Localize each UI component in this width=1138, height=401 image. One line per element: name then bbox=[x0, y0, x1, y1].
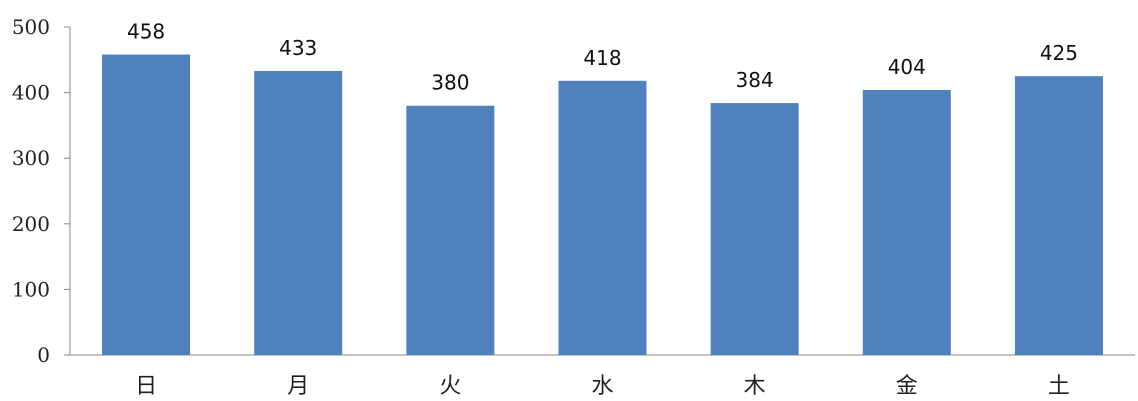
data-label: 458 bbox=[127, 20, 165, 44]
y-tick-label: 300 bbox=[12, 146, 50, 170]
data-label: 404 bbox=[888, 55, 926, 79]
y-tick-label: 100 bbox=[12, 277, 50, 301]
bar bbox=[254, 70, 343, 356]
x-tick-label: 土 bbox=[1048, 374, 1070, 399]
x-tick-label: 火 bbox=[439, 374, 461, 399]
bar bbox=[1014, 76, 1103, 355]
y-tick-label: 400 bbox=[12, 81, 50, 105]
bar bbox=[558, 80, 647, 356]
x-tick-label: 水 bbox=[591, 374, 613, 399]
data-label: 425 bbox=[1040, 41, 1078, 65]
y-tick-label: 200 bbox=[12, 212, 50, 236]
data-label: 380 bbox=[431, 71, 469, 95]
x-tick-label: 日 bbox=[135, 374, 157, 399]
bar bbox=[102, 54, 191, 355]
x-tick-label: 木 bbox=[744, 374, 766, 399]
data-label: 384 bbox=[736, 68, 774, 92]
y-tick-label: 500 bbox=[12, 15, 50, 39]
x-tick-label: 金 bbox=[896, 374, 918, 399]
bar bbox=[862, 89, 951, 355]
data-label: 433 bbox=[279, 36, 317, 60]
x-tick-label: 月 bbox=[287, 374, 309, 399]
data-label: 418 bbox=[583, 46, 621, 70]
bar bbox=[710, 103, 799, 355]
plot-area: 0 100 200 300 400 500 458 日 433 月 380 火 418 水 384 木 404 金… bbox=[12, 15, 1135, 399]
y-tick-label: 0 bbox=[37, 343, 50, 367]
bar bbox=[406, 105, 495, 355]
